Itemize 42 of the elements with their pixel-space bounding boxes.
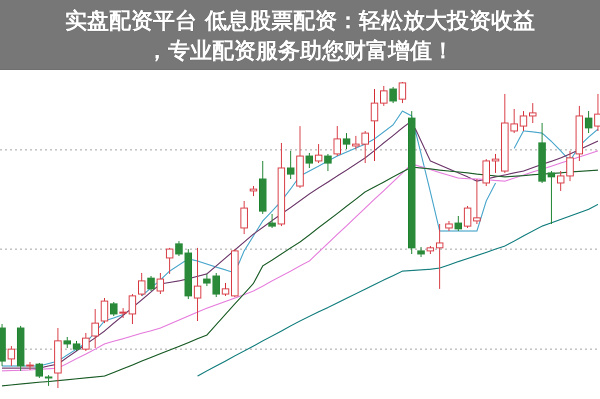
- candlestick: [314, 144, 322, 164]
- candlestick: [147, 276, 155, 292]
- candlestick: [529, 102, 537, 124]
- candlestick: [175, 240, 183, 257]
- candlestick: [156, 272, 164, 295]
- candlestick: [361, 130, 369, 164]
- candlestick: [268, 213, 276, 228]
- candlestick: [454, 216, 462, 232]
- candlestick: [166, 247, 174, 274]
- candlestick: [240, 200, 248, 235]
- candlestick: [203, 273, 211, 287]
- candlestick: [63, 336, 71, 348]
- candlestick: [36, 362, 44, 378]
- candlestick: [556, 170, 564, 192]
- candlestick: [138, 272, 146, 296]
- chart-title: 实盘配资平台 低息股票配资：轻松放大投资收益，专业配资服务助您财富增值！: [65, 8, 535, 64]
- candlestick: [8, 346, 16, 366]
- candlestick: [566, 150, 574, 182]
- candlestick: [324, 153, 332, 172]
- candlestick: [82, 332, 90, 352]
- candlestick: [44, 374, 52, 386]
- candlestick: [370, 88, 378, 162]
- candlestick: [100, 298, 108, 324]
- candlestick: [352, 135, 360, 150]
- candlestick: [194, 247, 202, 322]
- candlestick: [398, 82, 406, 104]
- candlestick: [250, 186, 258, 197]
- candlestick: [436, 223, 444, 290]
- candlestick: [417, 246, 425, 258]
- candlestick: [380, 85, 388, 106]
- candlestick: [212, 272, 220, 298]
- candlestick: [286, 150, 294, 180]
- candlestick: [445, 220, 453, 232]
- candlestick: [72, 340, 80, 352]
- candlestick: [482, 158, 490, 187]
- candlestick: [306, 152, 314, 168]
- candlestick: [333, 126, 342, 157]
- candlestick: [389, 86, 397, 104]
- candlestick: [342, 132, 350, 150]
- candlestick: [110, 302, 118, 317]
- candlestick: [91, 308, 99, 348]
- candlestick: [584, 110, 592, 134]
